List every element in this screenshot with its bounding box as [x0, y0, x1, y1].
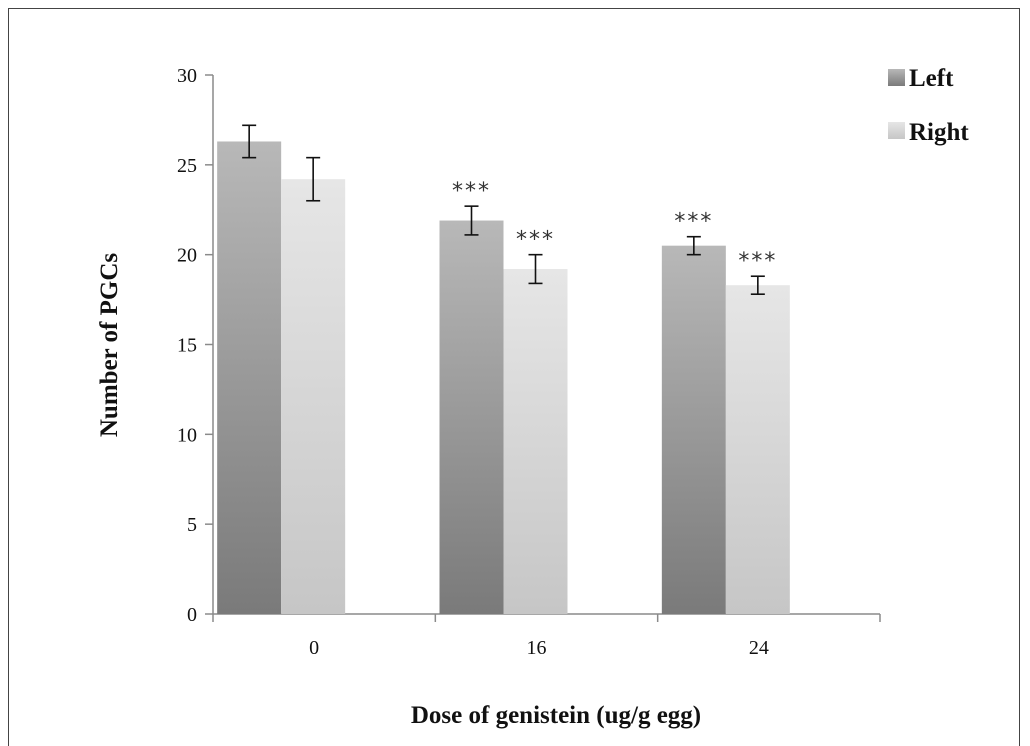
x-axis-title: Dose of genistein (ug/g egg) [411, 702, 701, 729]
bar-left-0 [217, 141, 282, 614]
x-tick-label: 24 [749, 637, 769, 659]
legend-label-right: Right [909, 119, 969, 146]
y-tick-label: 20 [177, 245, 197, 267]
bar-right-24 [725, 285, 790, 614]
error-bar-right-16 [528, 253, 543, 285]
bar-right-0 [281, 179, 346, 614]
y-tick-label: 0 [187, 604, 197, 626]
bar-right-16 [503, 269, 568, 614]
bar-left-16 [439, 220, 504, 614]
significance-label: *** [674, 210, 713, 235]
y-tick-label: 25 [177, 155, 197, 177]
error-bar-left-16 [464, 205, 479, 236]
error-bars [242, 124, 765, 295]
error-bar-right-0 [306, 156, 321, 202]
figure-frame [8, 8, 1020, 746]
y-tick-label: 30 [177, 65, 197, 87]
significance-label: *** [516, 228, 555, 253]
legend-label-left: Left [909, 65, 954, 92]
significance-label: *** [452, 179, 491, 204]
legend: Left Right [888, 65, 969, 146]
bar-left-24 [661, 245, 726, 614]
legend-swatch-right [888, 122, 905, 139]
y-tick-label: 10 [177, 424, 197, 446]
y-axis-title: Number of PGCs [96, 253, 123, 438]
x-axis: 0 16 24 [212, 613, 881, 659]
error-bar-left-24 [686, 235, 701, 256]
legend-swatch-left [888, 69, 905, 86]
bars [217, 141, 790, 614]
significance-markers: *** *** *** *** [452, 179, 777, 274]
error-bar-left-0 [242, 124, 257, 159]
y-tick-label: 5 [187, 514, 197, 536]
y-axis: 0 5 10 15 20 25 30 [177, 65, 214, 626]
significance-label: *** [738, 249, 777, 274]
x-tick-label: 16 [527, 637, 547, 659]
error-bar-right-24 [750, 275, 765, 295]
x-tick-label: 0 [309, 637, 319, 659]
y-tick-label: 15 [177, 335, 197, 357]
